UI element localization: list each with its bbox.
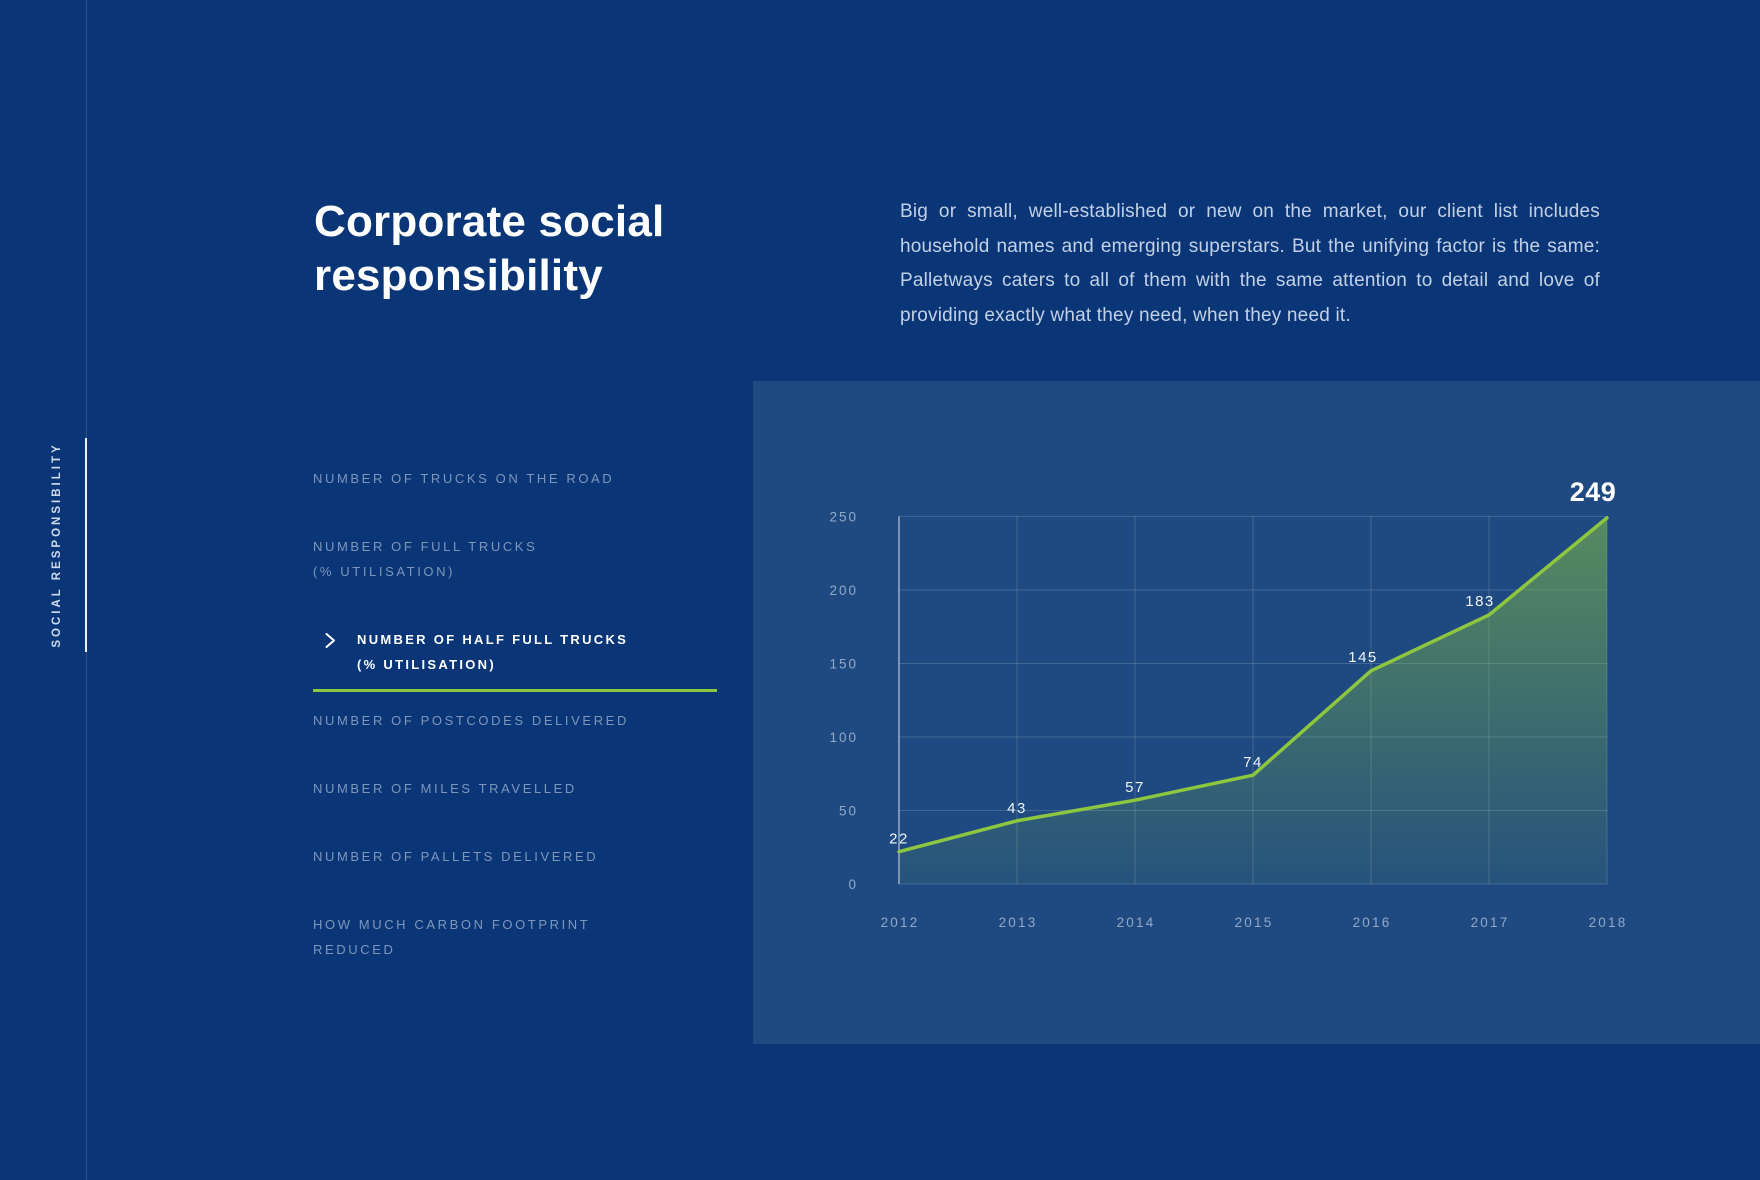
section-rail-label: SOCIAL RESPONSIBILITY — [51, 442, 63, 648]
x-axis-tick-label: 2012 — [881, 915, 920, 930]
menu-item[interactable]: NUMBER OF TRUCKS ON THE ROAD — [313, 471, 615, 486]
y-axis-tick-label: 0 — [848, 877, 858, 892]
point-value-label: 74 — [1243, 754, 1263, 771]
metrics-menu: NUMBER OF TRUCKS ON THE ROAD NUMBER OF FU… — [313, 466, 717, 1005]
point-value-label: 43 — [1007, 800, 1027, 817]
menu-item-active[interactable]: NUMBER OF HALF FULL TRUCKS (% UTILISATIO… — [313, 627, 717, 692]
x-axis-tick-label: 2015 — [1235, 915, 1274, 930]
x-axis-tick-label: 2013 — [999, 915, 1038, 930]
menu-item[interactable]: NUMBER OF MILES TRAVELLED — [313, 781, 577, 796]
x-axis-tick-label: 2017 — [1471, 915, 1510, 930]
point-value-label: 57 — [1125, 779, 1145, 796]
page-title: Corporate social responsibility — [314, 197, 665, 301]
point-value-label: 249 — [1570, 477, 1617, 507]
csr-chart-svg: 22 43 57 74 145 183 249 0 50 100 150 200 250 2012 2013… — [829, 477, 1628, 930]
point-value-label: 22 — [889, 831, 909, 848]
y-axis-tick-label: 150 — [829, 656, 858, 671]
menu-item[interactable]: NUMBER OF FULL TRUCKS (% UTILISATION) — [313, 539, 538, 579]
area-fill — [899, 517, 1607, 884]
x-axis-tick-label: 2018 — [1589, 915, 1628, 930]
menu-item[interactable]: NUMBER OF PALLETS DELIVERED — [313, 849, 599, 864]
y-axis-tick-label: 50 — [839, 803, 858, 818]
point-value-label: 145 — [1348, 649, 1378, 666]
x-axis-tick-label: 2014 — [1117, 915, 1156, 930]
trend-line — [897, 516, 1609, 854]
side-rail-active-segment — [85, 438, 87, 652]
y-axis-tick-label: 200 — [829, 583, 858, 598]
menu-item[interactable]: HOW MUCH CARBON FOOTPRINT REDUCED — [313, 917, 591, 957]
y-axis-tick-label: 250 — [829, 509, 858, 524]
menu-item[interactable]: NUMBER OF POSTCODES DELIVERED — [313, 713, 629, 728]
intro-paragraph: Big or small, well-established or new on… — [900, 201, 1600, 326]
point-value-label: 183 — [1465, 593, 1495, 610]
y-axis-tick-label: 100 — [829, 730, 858, 745]
chart-panel: 22 43 57 74 145 183 249 0 50 100 150 200 250 2012 2013… — [753, 381, 1760, 1044]
chevron-right-icon — [325, 633, 335, 648]
x-axis-tick-label: 2016 — [1353, 915, 1392, 930]
